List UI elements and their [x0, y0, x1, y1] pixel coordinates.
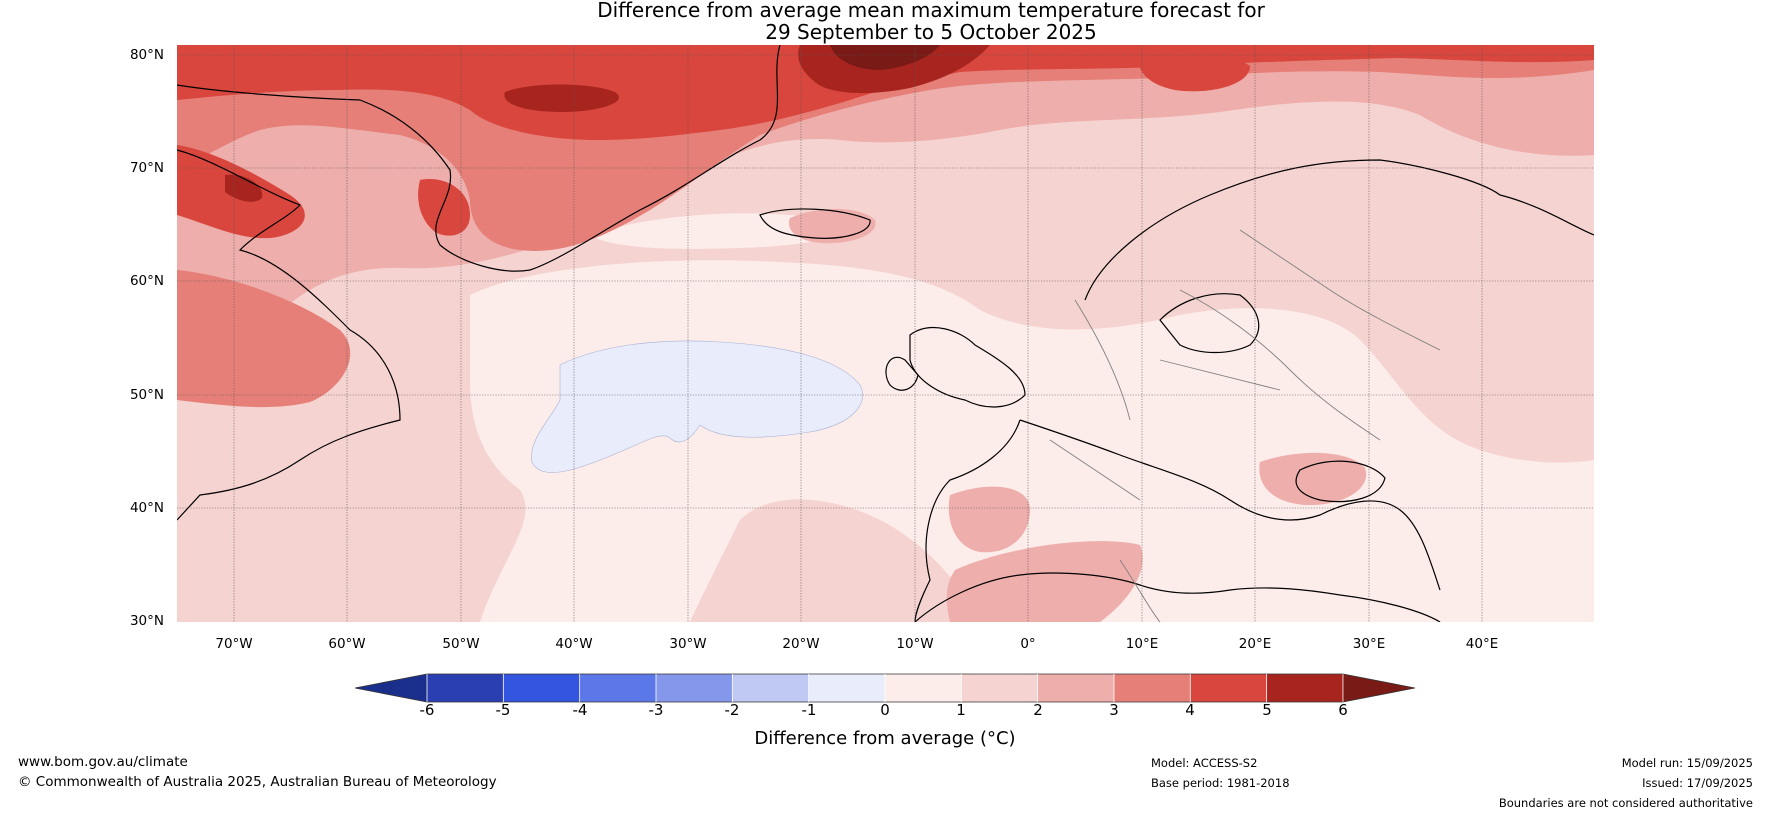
band-minus1-0-atlantic [531, 340, 863, 473]
ireland-coast [885, 356, 919, 391]
colorbar-segment [732, 674, 810, 702]
colorbar-segment [884, 674, 962, 702]
longitude-label: 30°W [669, 636, 707, 652]
model-run-text: Model run: 15/09/2025 [1621, 756, 1753, 770]
colorbar-segment [1266, 674, 1344, 702]
colorbar-segment [1113, 674, 1191, 702]
colorbar-segment [961, 674, 1039, 702]
colorbar-tick: -3 [648, 701, 664, 719]
country-borders [1049, 229, 1441, 622]
colorbar-segment [655, 674, 733, 702]
temperature-anomaly-field [177, 45, 1594, 622]
colorbar-tick: -1 [801, 701, 817, 719]
colorbar-tick: -5 [495, 701, 511, 719]
base-period-text: Base period: 1981-2018 [1151, 776, 1290, 790]
band-over-6-north [830, 45, 940, 70]
north-africa-coast [914, 572, 1441, 622]
band-4-5-greenland-east [418, 179, 470, 236]
band-4-5-greenland [177, 45, 1594, 140]
longitude-label: 20°W [782, 636, 820, 652]
colorbar-segment [808, 674, 886, 702]
graticule [177, 45, 1594, 622]
latitude-label: 40°N [129, 500, 164, 516]
longitude-label: 60°W [328, 636, 366, 652]
band-0-1-north-small [590, 213, 846, 249]
colorbar-segment [503, 674, 581, 702]
latitude-label: 50°N [129, 387, 164, 403]
band-2-3-black-sea [1259, 452, 1367, 505]
europe-coast [914, 419, 1441, 622]
labrador-coast [177, 149, 401, 521]
band-5-6-baffin [225, 174, 263, 202]
latitude-label: 60°N [129, 273, 164, 289]
colorbar-segment [1037, 674, 1115, 702]
colorbar-under-arrow [355, 674, 427, 702]
longitude-label: 40°E [1465, 636, 1499, 652]
baltic-coast [1159, 293, 1260, 354]
colorbar-tick: 5 [1262, 701, 1272, 719]
band-3-4-labrador [177, 270, 351, 408]
longitude-label: 20°E [1238, 636, 1272, 652]
colorbar-tick: 1 [956, 701, 966, 719]
colorbar-segment [579, 674, 657, 702]
longitude-label: 10°W [896, 636, 934, 652]
colorbar-tick: -4 [572, 701, 588, 719]
norway-coast [1084, 159, 1594, 301]
colorbar-label: Difference from average (°C) [754, 728, 1016, 749]
colorbar-tick: 2 [1033, 701, 1043, 719]
coastlines [177, 45, 1594, 622]
colorbar-over-arrow [1342, 674, 1415, 702]
colorbar-tick: 6 [1338, 701, 1348, 719]
black-sea-coast [1295, 460, 1386, 503]
band-2-3-iberia [948, 486, 1030, 553]
disclaimer-text: Boundaries are not considered authoritat… [1498, 796, 1753, 810]
longitude-label: 70°W [215, 636, 253, 652]
latitude-label: 70°N [129, 160, 164, 176]
longitude-label: 10°E [1125, 636, 1159, 652]
map-title-line-2: 29 September to 5 October 2025 [765, 20, 1097, 44]
colorbar-tick: -2 [724, 701, 740, 719]
colorbar-tick: 0 [880, 701, 890, 719]
latitude-label: 80°N [129, 47, 164, 63]
band-2-3-north-africa [946, 541, 1143, 622]
map-title-line-1: Difference from average mean maximum tem… [597, 0, 1265, 22]
issued-text: Issued: 17/09/2025 [1642, 776, 1753, 790]
colorbar-tick: 4 [1185, 701, 1195, 719]
band-4-5-svalbard [1139, 51, 1250, 92]
colorbar-tick: 3 [1109, 701, 1119, 719]
copyright-text: © Commonwealth of Australia 2025, Austra… [18, 774, 497, 790]
latitude-label: 30°N [129, 613, 164, 629]
iceland-coast [759, 208, 871, 239]
longitude-label: 30°E [1352, 636, 1386, 652]
website-text: www.bom.gov.au/climate [18, 754, 188, 770]
greenland-coast [177, 45, 781, 272]
model-text: Model: ACCESS-S2 [1151, 756, 1258, 770]
band-5-6-greenland [504, 84, 619, 112]
longitude-label: 0° [1020, 636, 1036, 652]
longitude-label: 50°W [442, 636, 480, 652]
colorbar-segment [427, 674, 504, 702]
longitude-label: 40°W [555, 636, 593, 652]
colorbar-tick: -6 [419, 701, 435, 719]
colorbar-segment [1190, 674, 1268, 702]
